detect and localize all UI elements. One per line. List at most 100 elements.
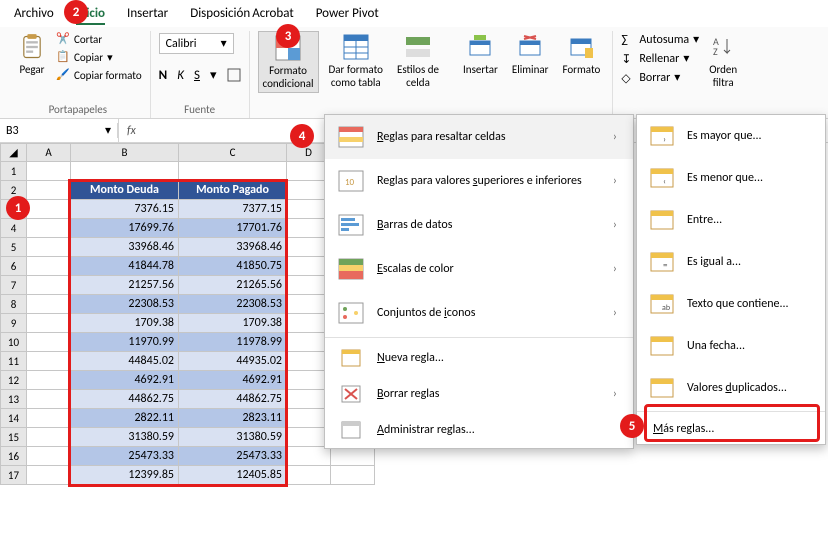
tab-acrobat[interactable]: Acrobat bbox=[252, 4, 294, 25]
cell[interactable]: 33968.46 bbox=[179, 238, 287, 257]
delete-button[interactable]: Eliminar bbox=[508, 31, 553, 78]
col-header-B[interactable]: B bbox=[71, 144, 179, 162]
cell[interactable]: 44845.02 bbox=[71, 352, 179, 371]
cell[interactable]: 44862.75 bbox=[71, 390, 179, 409]
row-header[interactable]: 14 bbox=[1, 409, 27, 428]
cell[interactable] bbox=[27, 390, 71, 409]
col-header-C[interactable]: C bbox=[179, 144, 287, 162]
row-header[interactable]: 4 bbox=[1, 219, 27, 238]
cell[interactable]: 31380.59 bbox=[179, 428, 287, 447]
name-box[interactable]: B3▾ bbox=[0, 123, 118, 138]
cell[interactable]: 22308.53 bbox=[71, 295, 179, 314]
cell[interactable]: 12399.85 bbox=[71, 466, 179, 485]
submenu-text-contains[interactable]: ab Texto que contiene... bbox=[637, 283, 825, 325]
cell[interactable]: 44935.02 bbox=[179, 352, 287, 371]
chevron-down-icon[interactable]: ▾ bbox=[105, 123, 111, 138]
submenu-more-rules[interactable]: Más reglas... bbox=[637, 414, 825, 444]
cell[interactable] bbox=[27, 276, 71, 295]
cell[interactable]: 17699.76 bbox=[71, 219, 179, 238]
row-header[interactable]: 9 bbox=[1, 314, 27, 333]
cell[interactable]: 17701.76 bbox=[179, 219, 287, 238]
cell[interactable] bbox=[27, 257, 71, 276]
cell[interactable]: 11978.99 bbox=[179, 333, 287, 352]
cell[interactable]: 7376.15 bbox=[71, 200, 179, 219]
cell[interactable]: 33968.46 bbox=[71, 238, 179, 257]
col-header-A[interactable]: A bbox=[27, 144, 71, 162]
cell[interactable] bbox=[287, 447, 331, 466]
cell[interactable]: 21265.56 bbox=[179, 276, 287, 295]
border-button[interactable] bbox=[227, 68, 241, 86]
menu-top-bottom-rules[interactable]: 10 Reglas para valores superiores e infe… bbox=[325, 159, 633, 203]
row-header[interactable]: 5 bbox=[1, 238, 27, 257]
fill-button[interactable]: ↧Rellenar ▾ bbox=[621, 50, 699, 67]
cell[interactable]: 41850.75 bbox=[179, 257, 287, 276]
format-button[interactable]: Formato bbox=[558, 31, 604, 78]
cell[interactable]: 44862.75 bbox=[179, 390, 287, 409]
cell[interactable] bbox=[27, 219, 71, 238]
sort-filter-button[interactable]: AZ Orden filtra bbox=[705, 31, 741, 91]
cell[interactable]: 31380.59 bbox=[71, 428, 179, 447]
cell[interactable] bbox=[287, 466, 331, 485]
cell[interactable]: 25473.33 bbox=[71, 447, 179, 466]
row-header[interactable]: 8 bbox=[1, 295, 27, 314]
cell-styles-button[interactable]: Estilos de celda bbox=[393, 31, 443, 91]
row-header[interactable]: 16 bbox=[1, 447, 27, 466]
submenu-between[interactable]: Entre... bbox=[637, 199, 825, 241]
menu-highlight-rules[interactable]: Reglas para resaltar celdas › bbox=[325, 115, 633, 159]
cell[interactable] bbox=[27, 314, 71, 333]
cut-button[interactable]: ✂️Cortar bbox=[56, 31, 142, 47]
row-header[interactable]: 15 bbox=[1, 428, 27, 447]
row-header[interactable]: 11 bbox=[1, 352, 27, 371]
row-header[interactable]: 17 bbox=[1, 466, 27, 485]
insert-button[interactable]: Insertar bbox=[459, 31, 502, 78]
cell[interactable]: 4692.91 bbox=[71, 371, 179, 390]
menu-data-bars[interactable]: Barras de datos › bbox=[325, 203, 633, 247]
copy-button[interactable]: 📋Copiar ▾ bbox=[56, 49, 142, 65]
cell[interactable] bbox=[27, 333, 71, 352]
cell[interactable]: 2822.11 bbox=[71, 409, 179, 428]
submenu-duplicate-values[interactable]: Valores duplicados... bbox=[637, 367, 825, 409]
cell[interactable] bbox=[331, 466, 375, 485]
cell[interactable]: 4692.91 bbox=[179, 371, 287, 390]
row-header[interactable]: 6 bbox=[1, 257, 27, 276]
menu-color-scales[interactable]: Escalas de color › bbox=[325, 247, 633, 291]
tab-powerpivot[interactable]: Power Pivot bbox=[316, 4, 379, 25]
header-monto-deuda[interactable]: Monto Deuda bbox=[71, 181, 179, 200]
cell[interactable] bbox=[27, 428, 71, 447]
cell[interactable]: 11970.99 bbox=[71, 333, 179, 352]
cell[interactable] bbox=[27, 371, 71, 390]
autosum-button[interactable]: ∑Autosuma ▾ bbox=[621, 31, 699, 48]
tab-archivo[interactable]: Archivo bbox=[14, 4, 54, 25]
underline-dropdown[interactable]: ▾ bbox=[210, 68, 217, 86]
cell[interactable]: 1709.38 bbox=[179, 314, 287, 333]
row-header[interactable]: 7 bbox=[1, 276, 27, 295]
cell[interactable]: 1709.38 bbox=[71, 314, 179, 333]
cell[interactable] bbox=[27, 466, 71, 485]
submenu-a-date[interactable]: Una fecha... bbox=[637, 325, 825, 367]
format-as-table-button[interactable]: Dar formato como tabla bbox=[325, 31, 387, 91]
cell[interactable]: 25473.33 bbox=[179, 447, 287, 466]
tab-disposicion[interactable]: Disposición bbox=[190, 4, 250, 25]
row-header[interactable]: 10 bbox=[1, 333, 27, 352]
cell[interactable] bbox=[27, 238, 71, 257]
cell[interactable]: 22308.53 bbox=[179, 295, 287, 314]
menu-icon-sets[interactable]: Conjuntos de iconos › bbox=[325, 291, 633, 335]
row-header[interactable]: 13 bbox=[1, 390, 27, 409]
font-name-select[interactable]: Calibri▾ bbox=[159, 33, 234, 54]
cell[interactable]: 7377.15 bbox=[179, 200, 287, 219]
cell[interactable]: 41844.78 bbox=[71, 257, 179, 276]
cell[interactable] bbox=[27, 447, 71, 466]
tab-insertar[interactable]: Insertar bbox=[127, 4, 168, 25]
underline-button[interactable]: S bbox=[194, 68, 200, 86]
cell[interactable] bbox=[331, 447, 375, 466]
submenu-equal-to[interactable]: = Es igual a... bbox=[637, 241, 825, 283]
submenu-less-than[interactable]: ‹ Es menor que... bbox=[637, 157, 825, 199]
clear-button[interactable]: ◇Borrar ▾ bbox=[621, 69, 699, 86]
cell[interactable] bbox=[27, 409, 71, 428]
cell[interactable]: 2823.11 bbox=[179, 409, 287, 428]
cell[interactable]: 12405.85 bbox=[179, 466, 287, 485]
cell[interactable] bbox=[27, 352, 71, 371]
italic-button[interactable]: K bbox=[177, 68, 184, 86]
header-monto-pagado[interactable]: Monto Pagado bbox=[179, 181, 287, 200]
format-painter-button[interactable]: 🖌️Copiar formato bbox=[56, 67, 142, 83]
